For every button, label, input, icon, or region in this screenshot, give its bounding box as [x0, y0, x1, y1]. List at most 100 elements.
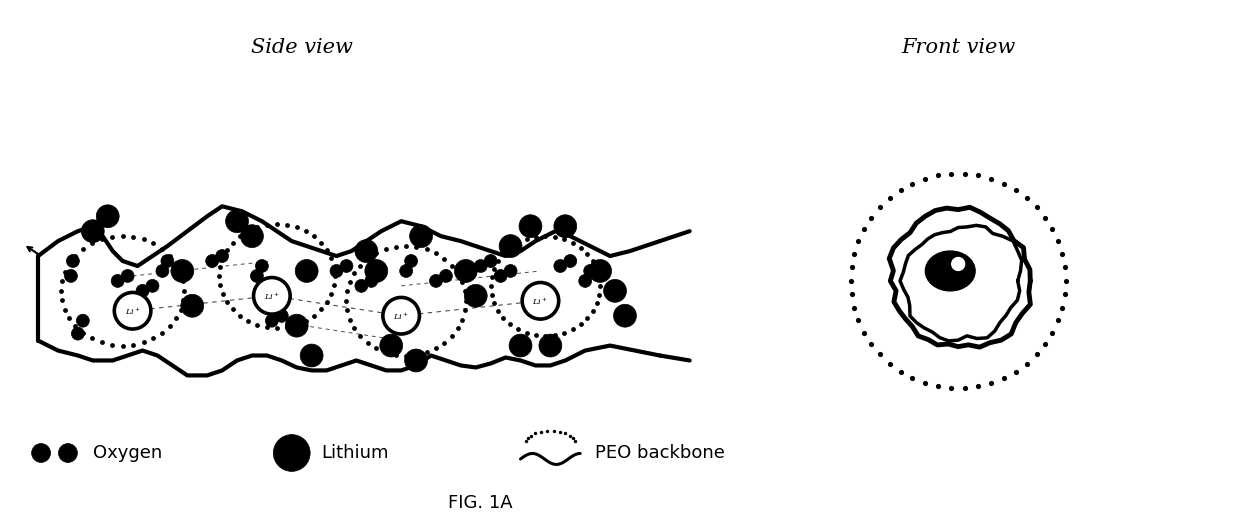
Circle shape	[122, 269, 134, 282]
Circle shape	[226, 210, 248, 232]
Point	[508, 325, 528, 333]
Point	[296, 227, 316, 235]
Point	[407, 242, 427, 251]
Circle shape	[439, 269, 453, 282]
Point	[321, 254, 341, 262]
Point	[516, 437, 536, 446]
Point	[337, 287, 357, 296]
Point	[257, 322, 277, 331]
Point	[210, 272, 229, 280]
Point	[1006, 367, 1025, 376]
Circle shape	[171, 259, 193, 282]
Point	[1053, 250, 1073, 258]
Point	[153, 245, 172, 253]
Circle shape	[136, 285, 149, 297]
Point	[453, 315, 472, 323]
Point	[583, 257, 603, 265]
Point	[336, 297, 356, 305]
Point	[489, 257, 508, 265]
Point	[455, 287, 475, 296]
Point	[842, 290, 862, 299]
Point	[296, 317, 316, 325]
Circle shape	[32, 443, 51, 462]
Point	[844, 304, 864, 312]
Point	[854, 328, 874, 337]
Point	[578, 313, 598, 322]
Text: Side view: Side view	[250, 38, 352, 57]
Point	[560, 431, 580, 440]
Point	[340, 315, 360, 323]
Circle shape	[384, 299, 418, 332]
Point	[583, 307, 603, 315]
Point	[340, 278, 360, 286]
Point	[92, 235, 112, 244]
Point	[915, 175, 935, 183]
Point	[217, 246, 237, 254]
Point	[517, 434, 537, 442]
Circle shape	[614, 304, 636, 327]
Text: Front view: Front view	[901, 38, 1016, 57]
Point	[494, 313, 513, 322]
Point	[494, 250, 513, 258]
Circle shape	[525, 285, 557, 317]
Circle shape	[495, 269, 507, 282]
Point	[366, 344, 386, 352]
Point	[386, 350, 405, 359]
Circle shape	[409, 225, 433, 248]
Circle shape	[112, 275, 124, 287]
Circle shape	[181, 295, 203, 317]
Point	[397, 351, 417, 360]
Point	[481, 273, 501, 281]
Point	[554, 328, 574, 337]
Circle shape	[554, 215, 577, 238]
Point	[968, 382, 988, 391]
Point	[441, 261, 461, 270]
Circle shape	[365, 275, 378, 287]
Point	[238, 317, 258, 325]
Point	[453, 278, 472, 286]
Point	[1006, 186, 1025, 195]
Point	[366, 249, 386, 258]
Point	[267, 323, 286, 332]
Point	[517, 328, 537, 337]
Circle shape	[273, 434, 310, 471]
Point	[324, 263, 343, 271]
Circle shape	[113, 291, 153, 330]
Point	[955, 384, 975, 392]
Circle shape	[117, 294, 149, 327]
Point	[286, 320, 306, 329]
Point	[217, 298, 237, 306]
Circle shape	[355, 240, 378, 262]
Circle shape	[404, 255, 418, 268]
Circle shape	[216, 249, 228, 262]
Point	[1048, 237, 1068, 246]
Point	[915, 379, 935, 387]
Point	[311, 305, 331, 313]
Point	[455, 306, 475, 315]
Point	[321, 289, 341, 298]
Point	[1043, 328, 1063, 337]
Circle shape	[564, 255, 577, 268]
Point	[1027, 203, 1047, 211]
Point	[247, 320, 267, 329]
Text: Li$^+$: Li$^+$	[532, 295, 548, 307]
Point	[1055, 277, 1075, 285]
Point	[160, 322, 180, 330]
Circle shape	[340, 259, 353, 272]
Point	[549, 428, 569, 436]
Point	[903, 374, 923, 382]
Point	[456, 297, 476, 305]
Circle shape	[589, 259, 611, 282]
Circle shape	[265, 314, 278, 327]
Circle shape	[604, 279, 626, 302]
Circle shape	[250, 269, 263, 282]
Point	[531, 428, 551, 436]
Circle shape	[72, 327, 84, 340]
Circle shape	[206, 255, 218, 268]
Circle shape	[382, 296, 420, 335]
Point	[427, 249, 446, 258]
Point	[386, 242, 405, 251]
Text: Li$^+$: Li$^+$	[393, 310, 409, 321]
Point	[543, 427, 563, 436]
Point	[434, 339, 454, 347]
